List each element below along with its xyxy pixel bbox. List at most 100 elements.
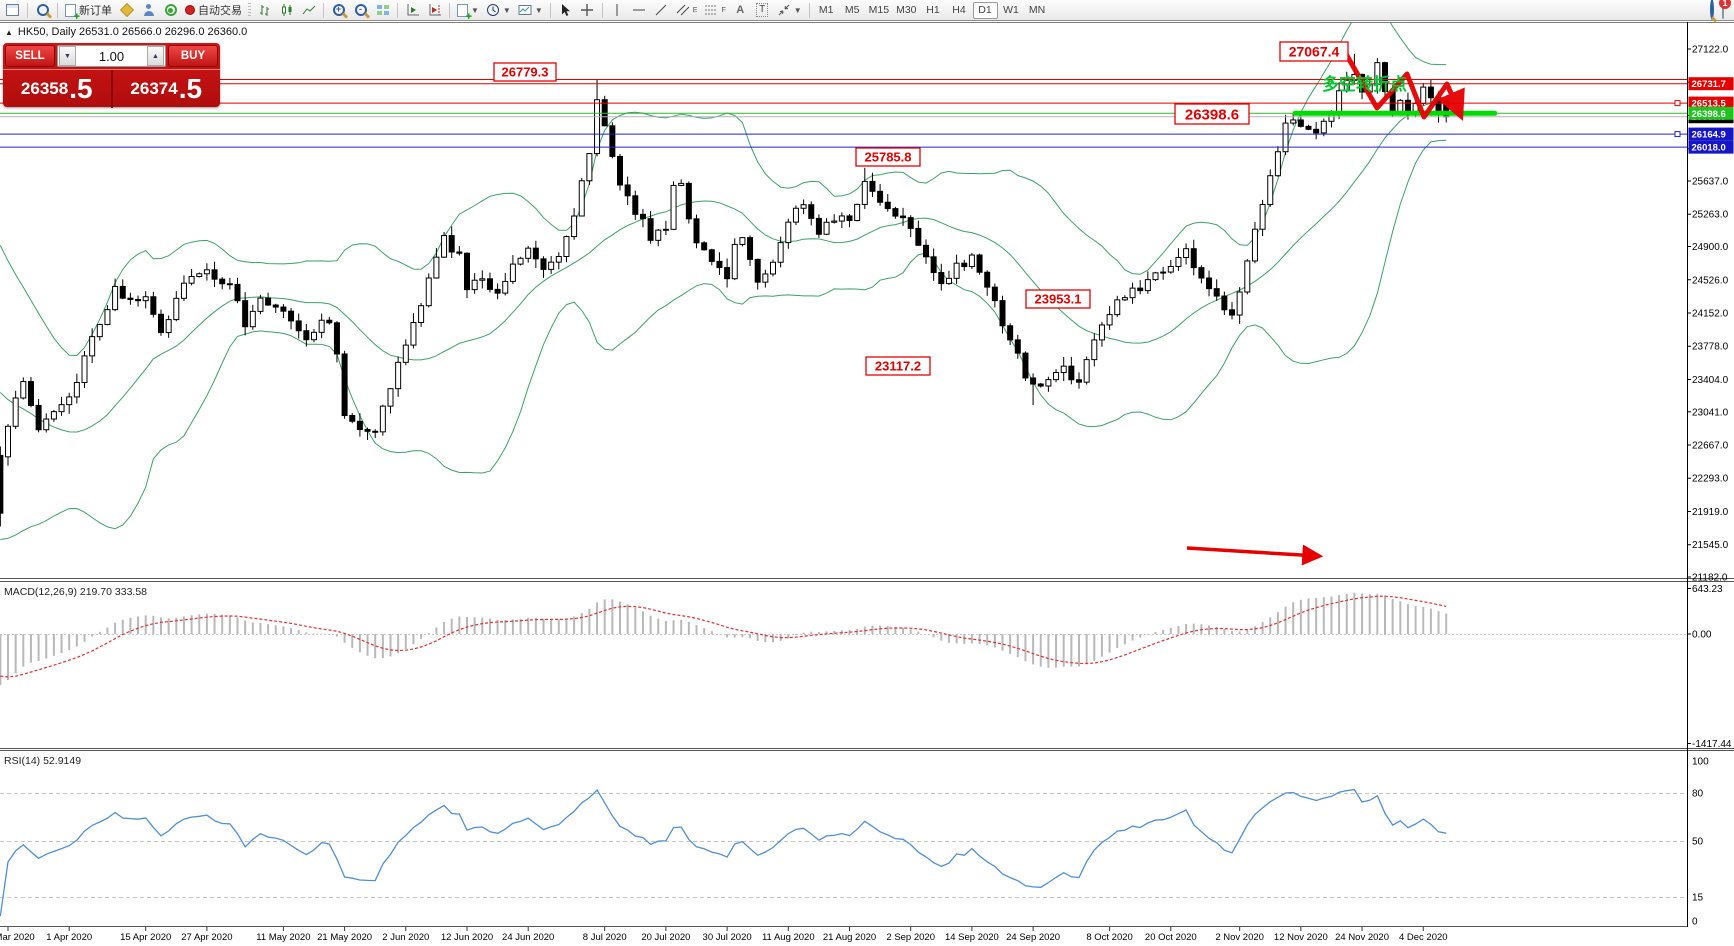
svg-text:1 Apr 2020: 1 Apr 2020 [46, 932, 92, 943]
periods-button[interactable]: ▼ [483, 1, 514, 19]
svg-text:24152.0: 24152.0 [1692, 309, 1729, 320]
toolbar-separator [27, 2, 28, 18]
candlestick-chart-button[interactable] [276, 1, 297, 19]
community-button[interactable] [138, 1, 159, 19]
indicators-icon [457, 3, 472, 22]
market-watch-button[interactable] [32, 1, 53, 19]
svg-text:0: 0 [1692, 917, 1698, 928]
crosshair-button[interactable] [577, 1, 598, 19]
svg-text:12 Jun 2020: 12 Jun 2020 [441, 932, 493, 943]
toolbar-separator [397, 2, 398, 18]
notification-icon [1722, 0, 1724, 19]
svg-text:0.00: 0.00 [1692, 630, 1712, 641]
notification-badge: 1 [1719, 0, 1731, 9]
zoom-in-icon: + [332, 4, 345, 16]
svg-text:80: 80 [1692, 789, 1704, 800]
text-label-icon: T [756, 3, 769, 17]
fibonacci-tool[interactable]: F [701, 1, 728, 19]
sell-price[interactable]: 26358.5 [3, 70, 113, 108]
cursor-button[interactable] [555, 1, 576, 19]
svg-text:23041.0: 23041.0 [1692, 407, 1729, 418]
terminal-panel-button[interactable] [2, 1, 23, 19]
svg-text:24 Sep 2020: 24 Sep 2020 [1006, 932, 1060, 943]
main-toolbar: 新订单 自动交易 + - ▼ ▼ ▼ E F A T ▼ [0, 0, 1734, 22]
horizontal-line-tool[interactable] [629, 1, 650, 19]
toolbar-separator [449, 2, 450, 18]
chevron-down-icon: ▼ [471, 5, 479, 15]
svg-text:27122.0: 27122.0 [1692, 45, 1729, 56]
toolbar-separator [601, 2, 603, 18]
svg-text:20 Oct 2020: 20 Oct 2020 [1145, 932, 1197, 943]
timeframe-m1-button[interactable]: M1 [818, 4, 834, 16]
metaeditor-icon [119, 2, 134, 18]
svg-text:100: 100 [1692, 757, 1709, 768]
indicators-button[interactable]: ▼ [454, 1, 482, 22]
svg-text:25637.0: 25637.0 [1692, 177, 1729, 188]
arrows-icon [778, 4, 790, 16]
svg-text:MACD(12,26,9) 219.70 333.58: MACD(12,26,9) 219.70 333.58 [4, 586, 147, 598]
svg-text:2 Jun 2020: 2 Jun 2020 [382, 932, 429, 943]
timeframe-h1-button[interactable]: H1 [926, 4, 940, 16]
new-order-icon [65, 3, 80, 22]
svg-text:-1417.44: -1417.44 [1692, 739, 1732, 750]
vertical-line-tool[interactable] [607, 1, 628, 19]
auto-scroll-button[interactable] [402, 1, 423, 19]
signals-button[interactable] [160, 1, 181, 19]
tile-windows-button[interactable] [372, 1, 393, 19]
svg-text:8 Oct 2020: 8 Oct 2020 [1086, 932, 1132, 943]
trendline-tool[interactable] [651, 1, 672, 19]
timeframe-m5-button[interactable]: M5 [844, 4, 860, 16]
chart-shift-icon [429, 4, 441, 16]
line-chart-button[interactable] [298, 1, 319, 19]
svg-text:11 Aug 2020: 11 Aug 2020 [762, 932, 815, 943]
volume-increase-button[interactable]: ▲ [147, 46, 164, 66]
volume-decrease-button[interactable]: ▼ [59, 46, 76, 66]
volume-stepper[interactable]: ▼ 1.00 ▲ [57, 45, 166, 67]
autotrading-button[interactable]: 自动交易 [182, 1, 245, 19]
new-order-label: 新订单 [79, 5, 112, 17]
channel-tool[interactable]: E [673, 1, 701, 19]
text-tool[interactable]: A [736, 4, 745, 16]
svg-text:25785.8: 25785.8 [865, 150, 912, 165]
timeframe-mn-button[interactable]: MN [1028, 4, 1046, 16]
vertical-line-icon [616, 4, 618, 16]
buy-button[interactable]: BUY [168, 45, 218, 67]
svg-text:27 Apr 2020: 27 Apr 2020 [181, 932, 232, 943]
zoom-in-button[interactable]: + [328, 1, 349, 19]
new-order-button[interactable]: 新订单 [62, 1, 115, 22]
timeframe-d1-button[interactable]: D1 [972, 1, 998, 19]
metaeditor-button[interactable] [116, 1, 137, 19]
chart-shift-button[interactable] [424, 1, 445, 19]
svg-text:20 Jul 2020: 20 Jul 2020 [641, 932, 690, 943]
sell-button[interactable]: SELL [5, 45, 55, 67]
search-button[interactable] [1710, 0, 1714, 20]
line-chart-icon [302, 5, 315, 15]
autotrading-stopped-icon [185, 5, 195, 15]
timeframe-h4-button[interactable]: H4 [952, 4, 966, 16]
chevron-down-icon: ▼ [502, 5, 511, 15]
timeframe-m15-button[interactable]: M15 [868, 4, 890, 16]
svg-text:24526.0: 24526.0 [1692, 275, 1729, 286]
notifications-button[interactable]: 1 [1719, 0, 1731, 19]
svg-text:24 Jun 2020: 24 Jun 2020 [502, 932, 554, 943]
text-label-tool[interactable]: T [752, 1, 773, 19]
zoom-out-button[interactable]: - [350, 1, 371, 19]
arrows-tool[interactable]: ▼ [774, 1, 805, 19]
fibonacci-icon [705, 5, 718, 15]
chevron-down-icon: ▼ [793, 5, 802, 15]
toolbar-grip [248, 2, 251, 18]
svg-text:22667.0: 22667.0 [1692, 441, 1729, 452]
svg-text:14 Sep 2020: 14 Sep 2020 [945, 932, 999, 943]
buy-price[interactable]: 26374.5 [130, 73, 203, 104]
timeframe-m30-button[interactable]: M30 [896, 4, 917, 16]
cursor-icon [562, 4, 571, 16]
search-icon [1710, 0, 1714, 20]
panel-icon [6, 4, 19, 16]
timeframe-w1-button[interactable]: W1 [1003, 4, 1019, 16]
templates-button[interactable]: ▼ [515, 1, 546, 19]
chart-symbol-title: ▲ HK50, Daily 26531.0 26566.0 26296.0 26… [5, 26, 247, 38]
bar-chart-button[interactable] [254, 1, 275, 19]
bar-chart-icon [259, 5, 269, 16]
